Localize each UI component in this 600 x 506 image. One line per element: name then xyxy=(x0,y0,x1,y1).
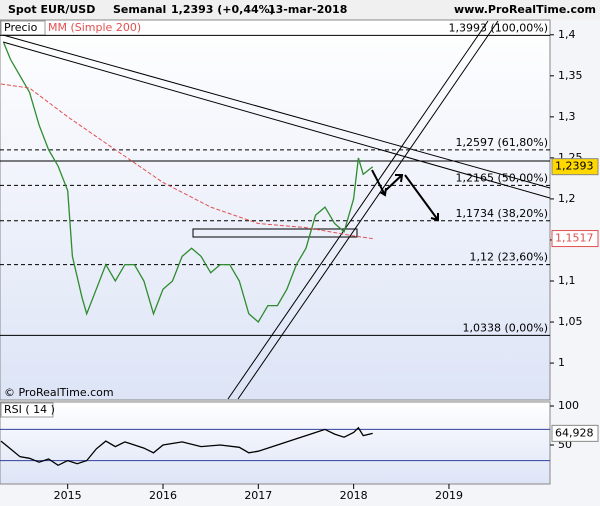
legend-ma: MM (Simple 200) xyxy=(48,21,141,34)
x-tick-label: 2017 xyxy=(244,489,272,502)
channel-line xyxy=(227,20,489,400)
series-line xyxy=(0,83,373,240)
arrow xyxy=(385,174,404,191)
price-tag-label: 1,1517 xyxy=(555,232,594,245)
y-tick-label: 100 xyxy=(558,399,579,412)
x-tick-label: 2016 xyxy=(149,489,177,502)
y-tick-label: 1,2 xyxy=(558,192,576,205)
price-pane xyxy=(0,19,551,401)
series-line xyxy=(0,426,373,467)
legend-price: Precio xyxy=(4,21,38,34)
fib-label: 1,12 (23,60%) xyxy=(469,251,548,264)
arrow xyxy=(371,169,387,197)
x-tick-label: 2015 xyxy=(54,489,82,502)
price-tag xyxy=(551,424,599,442)
drawings xyxy=(0,20,551,400)
header-bar xyxy=(0,0,600,20)
price-tag-label: 1,2393 xyxy=(555,160,594,173)
series-line xyxy=(3,42,374,324)
zone-box xyxy=(192,228,358,238)
x-tick-label: 2019 xyxy=(435,489,463,502)
channel-line xyxy=(237,20,499,400)
rsi-label-box xyxy=(0,402,54,418)
x-tick-label: 2018 xyxy=(340,489,368,502)
site: www.ProRealTime.com xyxy=(454,3,596,16)
trend-line xyxy=(2,34,551,189)
fib-label: 1,0338 (0,00%) xyxy=(462,321,548,334)
rsi-pane xyxy=(0,401,551,485)
fib-label: 1,2165 (50,00%) xyxy=(455,171,548,184)
copyright: © ProRealTime.com xyxy=(4,386,114,399)
title: Spot EUR/USD xyxy=(8,3,95,16)
date: 13-mar-2018 xyxy=(268,3,347,16)
y-tick-label: 1,3 xyxy=(558,110,576,123)
fib-label: 1,3993 (100,00%) xyxy=(448,21,548,34)
price-tag-label: 64,928 xyxy=(555,426,594,439)
quote: 1,2393 (+0,44%) xyxy=(171,3,275,16)
price-tag xyxy=(551,158,599,176)
fib-label: 1,2597 (61,80%) xyxy=(455,136,548,149)
y-tick-label: 1,05 xyxy=(558,315,583,328)
period: Semanal xyxy=(113,3,166,16)
fib-label: 1,1734 (38,20%) xyxy=(455,207,548,220)
arrow xyxy=(404,174,439,222)
rsi-title: RSI ( 14 ) xyxy=(4,403,55,416)
y-tick-label: 1 xyxy=(558,356,565,369)
trend-line xyxy=(2,41,551,199)
y-tick-label: 1,1 xyxy=(558,274,576,287)
y-tick-label: 1,35 xyxy=(558,69,583,82)
price-tag xyxy=(551,230,599,248)
y-tick-label: 1,4 xyxy=(558,28,576,41)
